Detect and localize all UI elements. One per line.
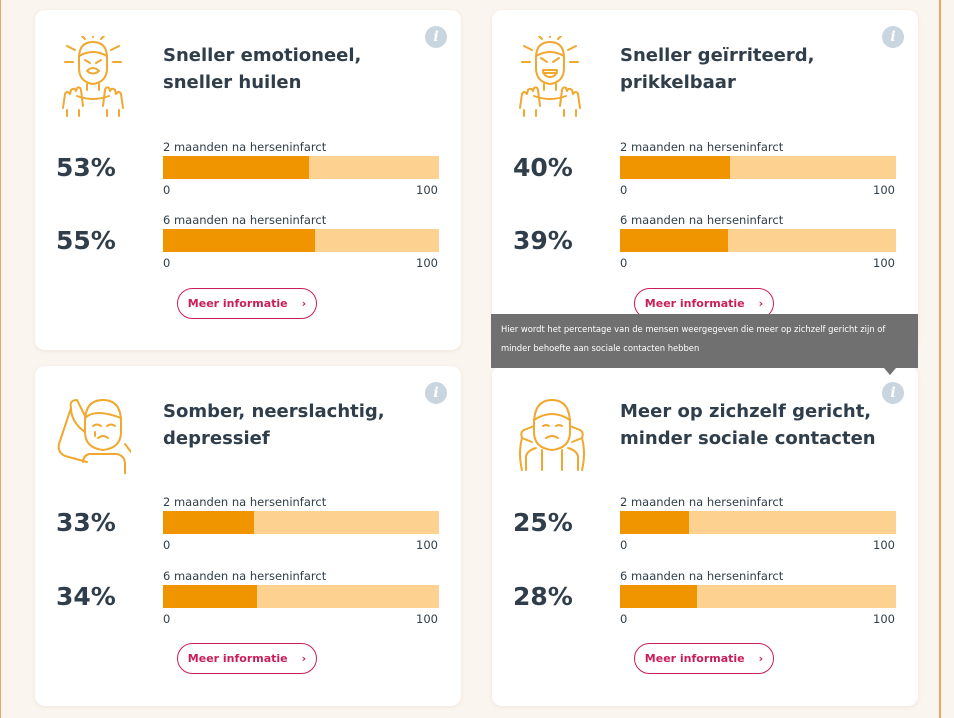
stat-row-2-months: 40% 2 maanden na herseninfarct 0 100 — [492, 140, 918, 197]
bar-label: 2 maanden na herseninfarct — [163, 495, 327, 509]
info-icon[interactable]: i — [425, 382, 447, 404]
percentage-value: 40% — [513, 153, 573, 182]
stat-row-6-months: 39% 6 maanden na herseninfarct 0 100 — [492, 213, 918, 270]
card-depressed: i Somber, neerslachtig, depressief 33% 2… — [35, 366, 461, 706]
info-icon[interactable]: i — [425, 26, 447, 48]
page-edge-left — [0, 0, 1, 718]
scale-max: 100 — [416, 612, 438, 626]
page-edge-right — [939, 0, 941, 718]
bar-label: 2 maanden na herseninfarct — [163, 140, 327, 154]
stat-row-2-months: 53% 2 maanden na herseninfarct 0 100 — [35, 140, 461, 197]
bar-label: 2 maanden na herseninfarct — [620, 495, 784, 509]
card-title: Somber, neerslachtig, depressief — [163, 401, 385, 449]
bar-label: 6 maanden na herseninfarct — [620, 569, 784, 583]
card-title: Meer op zichzelf gericht, minder sociale… — [620, 401, 876, 449]
card-irritated: i Sneller geïrriteerd, prikkelbaar 40% 2… — [492, 10, 918, 350]
progress-bar — [620, 229, 896, 252]
chevron-right-icon: › — [301, 652, 307, 665]
bar-label: 2 maanden na herseninfarct — [620, 140, 784, 154]
chevron-right-icon: › — [301, 297, 307, 310]
card-title: Sneller emotioneel, sneller huilen — [163, 45, 362, 93]
bar-label: 6 maanden na herseninfarct — [620, 213, 784, 227]
scale-max: 100 — [873, 183, 895, 197]
more-info-button[interactable]: Meer informatie › — [177, 643, 317, 674]
stat-row-2-months: 33% 2 maanden na herseninfarct 0 100 — [35, 495, 461, 552]
info-icon[interactable]: i — [882, 382, 904, 404]
percentage-value: 39% — [513, 226, 573, 255]
more-info-label: Meer informatie — [187, 297, 288, 310]
bar-label: 6 maanden na herseninfarct — [163, 569, 327, 583]
progress-fill — [620, 511, 689, 534]
percentage-value: 33% — [56, 508, 116, 537]
chevron-right-icon: › — [758, 297, 764, 310]
card-title: Sneller geïrriteerd, prikkelbaar — [620, 45, 815, 93]
progress-fill — [163, 229, 315, 252]
scale-max: 100 — [873, 256, 895, 270]
more-info-label: Meer informatie — [187, 652, 288, 665]
scale-min: 0 — [620, 183, 628, 197]
scale-max: 100 — [416, 538, 438, 552]
progress-bar — [620, 585, 896, 608]
withdrawn-person-icon — [519, 399, 585, 471]
percentage-value: 55% — [56, 226, 116, 255]
card-emotional: i Sneller emotioneel, sneller huilen 53%… — [35, 10, 461, 350]
chevron-right-icon: › — [758, 652, 764, 665]
progress-fill — [163, 585, 257, 608]
stat-row-6-months: 55% 6 maanden na herseninfarct 0 100 — [35, 213, 461, 270]
scale-min: 0 — [163, 538, 171, 552]
progress-bar — [163, 585, 439, 608]
more-info-label: Meer informatie — [644, 652, 745, 665]
progress-bar — [163, 229, 439, 252]
progress-bar — [620, 156, 896, 179]
info-tooltip: Hier wordt het percentage van de mensen … — [491, 314, 918, 368]
progress-fill — [620, 229, 728, 252]
scale-max: 100 — [873, 538, 895, 552]
irritated-person-icon — [519, 36, 581, 117]
progress-fill — [620, 585, 698, 608]
percentage-value: 53% — [56, 153, 116, 182]
progress-fill — [163, 156, 310, 179]
sad-person-icon — [57, 399, 131, 474]
scale-min: 0 — [163, 183, 171, 197]
scale-max: 100 — [416, 183, 438, 197]
progress-bar — [163, 156, 439, 179]
more-info-label: Meer informatie — [644, 297, 745, 310]
scale-max: 100 — [873, 612, 895, 626]
bar-label: 6 maanden na herseninfarct — [163, 213, 327, 227]
percentage-value: 28% — [513, 582, 573, 611]
more-info-button[interactable]: Meer informatie › — [634, 288, 774, 319]
angry-crying-person-icon — [62, 36, 124, 117]
percentage-value: 25% — [513, 508, 573, 537]
scale-min: 0 — [620, 612, 628, 626]
card-withdrawn: i Meer op zichzelf gericht, minder socia… — [492, 366, 918, 706]
progress-bar — [620, 511, 896, 534]
info-icon[interactable]: i — [882, 26, 904, 48]
scale-min: 0 — [163, 256, 171, 270]
scale-min: 0 — [620, 256, 628, 270]
tooltip-arrow — [884, 368, 896, 375]
scale-max: 100 — [416, 256, 438, 270]
scale-min: 0 — [620, 538, 628, 552]
percentage-value: 34% — [56, 582, 116, 611]
stat-row-6-months: 28% 6 maanden na herseninfarct 0 100 — [492, 569, 918, 626]
stat-row-6-months: 34% 6 maanden na herseninfarct 0 100 — [35, 569, 461, 626]
progress-bar — [163, 511, 439, 534]
progress-fill — [163, 511, 255, 534]
more-info-button[interactable]: Meer informatie › — [634, 643, 774, 674]
stat-row-2-months: 25% 2 maanden na herseninfarct 0 100 — [492, 495, 918, 552]
more-info-button[interactable]: Meer informatie › — [177, 288, 317, 319]
scale-min: 0 — [163, 612, 171, 626]
progress-fill — [620, 156, 731, 179]
